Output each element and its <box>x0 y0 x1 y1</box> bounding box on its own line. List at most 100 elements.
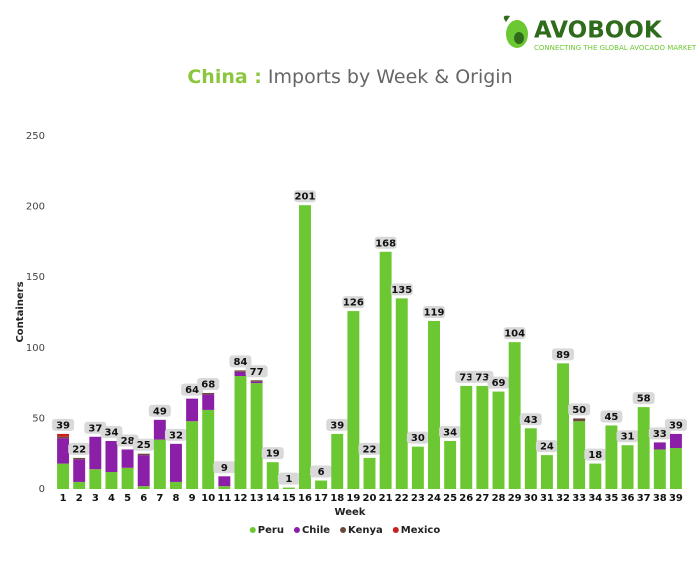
total-label-bg <box>374 236 397 249</box>
total-label-bg <box>616 430 639 443</box>
x-tick-label: 25 <box>443 493 457 504</box>
bar-segment <box>508 342 521 489</box>
total-label: 39 <box>669 420 683 431</box>
bar-segment <box>653 449 666 489</box>
total-label-bg <box>600 410 623 423</box>
legend-marker <box>340 527 347 533</box>
bar-segment <box>105 472 118 489</box>
legend-marker <box>293 527 300 533</box>
x-tick-label: 4 <box>108 493 115 504</box>
y-tick-label: 150 <box>26 272 45 283</box>
total-label: 22 <box>72 444 86 455</box>
total-label-bg <box>406 431 429 444</box>
bar-segment <box>121 467 134 489</box>
bar-segment <box>411 446 424 489</box>
bar-segment <box>121 449 134 468</box>
total-label: 9 <box>221 463 228 474</box>
bar-segment <box>234 376 247 489</box>
total-label-bg <box>148 404 171 417</box>
total-label-bg <box>132 438 155 451</box>
logo: AVOBOOK CONNECTING THE GLOBAL AVOCADO MA… <box>503 15 697 52</box>
x-tick-label: 9 <box>189 493 196 504</box>
total-label: 39 <box>56 420 70 431</box>
total-label: 104 <box>504 329 525 340</box>
total-label: 18 <box>588 450 602 461</box>
chart-title: China : Imports by Week & Origin <box>187 66 512 88</box>
bar-segment <box>299 205 311 490</box>
x-tick-label: 38 <box>653 493 667 504</box>
total-label-bg <box>293 190 316 203</box>
legend-label: Kenya <box>348 525 383 536</box>
total-label: 32 <box>169 430 183 441</box>
total-label: 201 <box>295 192 316 203</box>
x-tick-label: 18 <box>330 493 344 504</box>
total-label-bg <box>68 442 91 455</box>
total-label: 6 <box>318 467 325 478</box>
bar-segment <box>202 409 215 489</box>
x-tick-label: 13 <box>250 493 264 504</box>
total-label: 126 <box>343 298 364 309</box>
bar-segment <box>573 418 586 422</box>
x-tick-label: 7 <box>156 493 163 504</box>
y-tick-label: 250 <box>26 131 45 142</box>
logo-tagline: CONNECTING THE GLOBAL AVOCADO MARKET <box>534 44 697 52</box>
y-axis-label: Containers <box>15 281 26 342</box>
bar-segment <box>605 425 618 489</box>
bar-segment <box>218 476 231 487</box>
total-label: 22 <box>363 444 377 455</box>
total-label-bg <box>584 448 607 461</box>
bar-segment <box>444 440 457 489</box>
bar-segment <box>153 439 166 489</box>
x-tick-label: 5 <box>124 493 131 504</box>
x-tick-label: 17 <box>314 493 328 504</box>
bar-segment <box>347 311 360 489</box>
total-label: 45 <box>604 412 618 423</box>
x-axis-label: Week <box>335 507 366 518</box>
bar-segment <box>250 383 263 489</box>
bar-segment <box>573 421 586 489</box>
bar-segment <box>57 436 70 439</box>
total-label: 43 <box>524 415 538 426</box>
total-label-bg <box>326 418 349 431</box>
bar-segment <box>331 433 344 489</box>
total-label: 69 <box>492 378 506 389</box>
bar-segment <box>540 455 553 489</box>
bar-segment <box>589 463 602 489</box>
x-tick-label: 6 <box>140 493 147 504</box>
bar-segment <box>105 440 118 473</box>
bar-segment <box>234 370 247 372</box>
logo-leaf <box>503 15 510 22</box>
total-label: 30 <box>411 433 425 444</box>
total-label: 135 <box>391 285 412 296</box>
x-tick-label: 1 <box>60 493 67 504</box>
total-label: 24 <box>540 442 554 453</box>
bar-segment <box>57 433 70 437</box>
total-label: 168 <box>375 238 396 249</box>
x-tick-label: 14 <box>266 493 280 504</box>
bar-segment <box>186 421 199 489</box>
total-label: 50 <box>572 405 586 416</box>
x-tick-label: 10 <box>201 493 215 504</box>
x-tick-label: 29 <box>508 493 522 504</box>
total-label: 89 <box>556 350 570 361</box>
logo-pit <box>514 32 524 44</box>
total-label: 34 <box>104 427 118 438</box>
bar-segment <box>73 457 86 460</box>
total-label: 1 <box>285 474 292 485</box>
total-label-bg <box>503 327 526 340</box>
bar-segment <box>476 385 489 489</box>
x-tick-label: 21 <box>379 493 393 504</box>
total-label-bg <box>487 376 510 389</box>
total-label-bg <box>439 425 462 438</box>
x-tick-label: 39 <box>669 493 683 504</box>
title-highlight: China : <box>187 66 262 88</box>
total-label: 34 <box>443 427 457 438</box>
y-tick-label: 0 <box>39 484 45 495</box>
total-label: 31 <box>621 432 635 443</box>
total-label-bg <box>535 440 558 453</box>
bar-segment <box>169 443 182 482</box>
x-tick-label: 30 <box>524 493 538 504</box>
bar-segment <box>218 486 231 489</box>
y-tick-label: 200 <box>26 202 45 213</box>
x-tick-label: 32 <box>556 493 570 504</box>
